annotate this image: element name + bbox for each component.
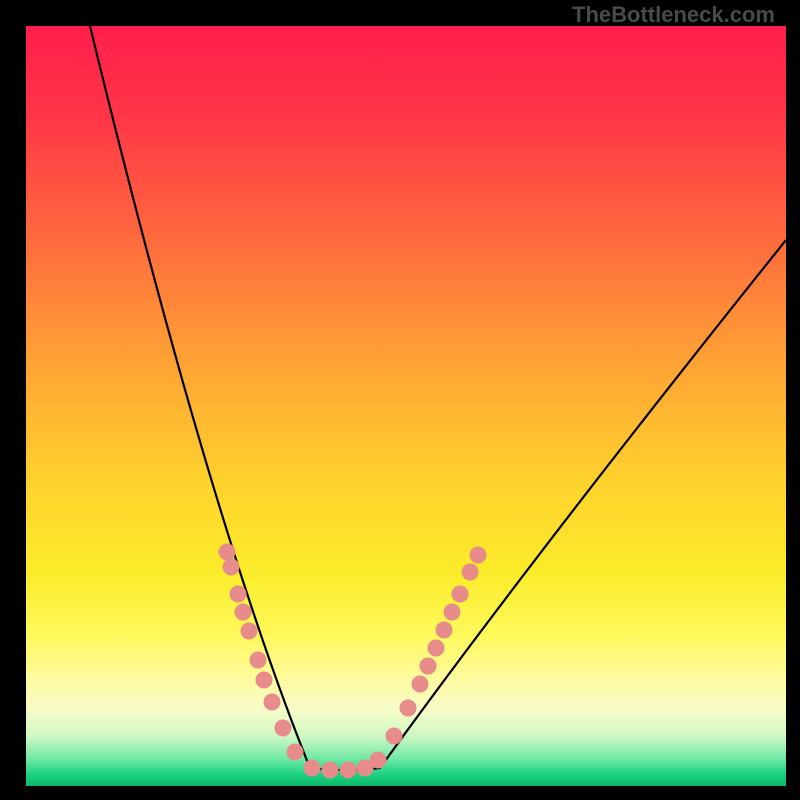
data-dot	[412, 676, 429, 693]
frame-bottom	[0, 786, 800, 800]
data-dot	[400, 700, 417, 717]
gradient-background	[26, 26, 786, 786]
data-dot	[452, 586, 469, 603]
data-dot	[250, 652, 267, 669]
bottleneck-chart: TheBottleneck.com	[0, 0, 800, 800]
data-dot	[470, 547, 487, 564]
data-dot	[230, 586, 247, 603]
data-dot	[264, 694, 281, 711]
data-dot	[223, 559, 240, 576]
data-dot	[428, 640, 445, 657]
data-dot	[436, 622, 453, 639]
data-dot	[256, 672, 273, 689]
data-dot	[219, 544, 236, 561]
frame-right	[786, 0, 800, 800]
watermark-text-svg: TheBottleneck.com	[572, 2, 775, 27]
data-dot	[235, 604, 252, 621]
data-dot	[340, 762, 357, 779]
data-dot	[386, 728, 403, 745]
frame-left	[0, 0, 26, 800]
data-dot	[275, 720, 292, 737]
data-dot	[444, 604, 461, 621]
data-dot	[241, 623, 258, 640]
data-dot	[287, 744, 304, 761]
data-dot	[462, 564, 479, 581]
data-dot	[304, 760, 321, 777]
data-dot	[322, 762, 339, 779]
data-dot	[370, 752, 387, 769]
data-dot	[420, 658, 437, 675]
